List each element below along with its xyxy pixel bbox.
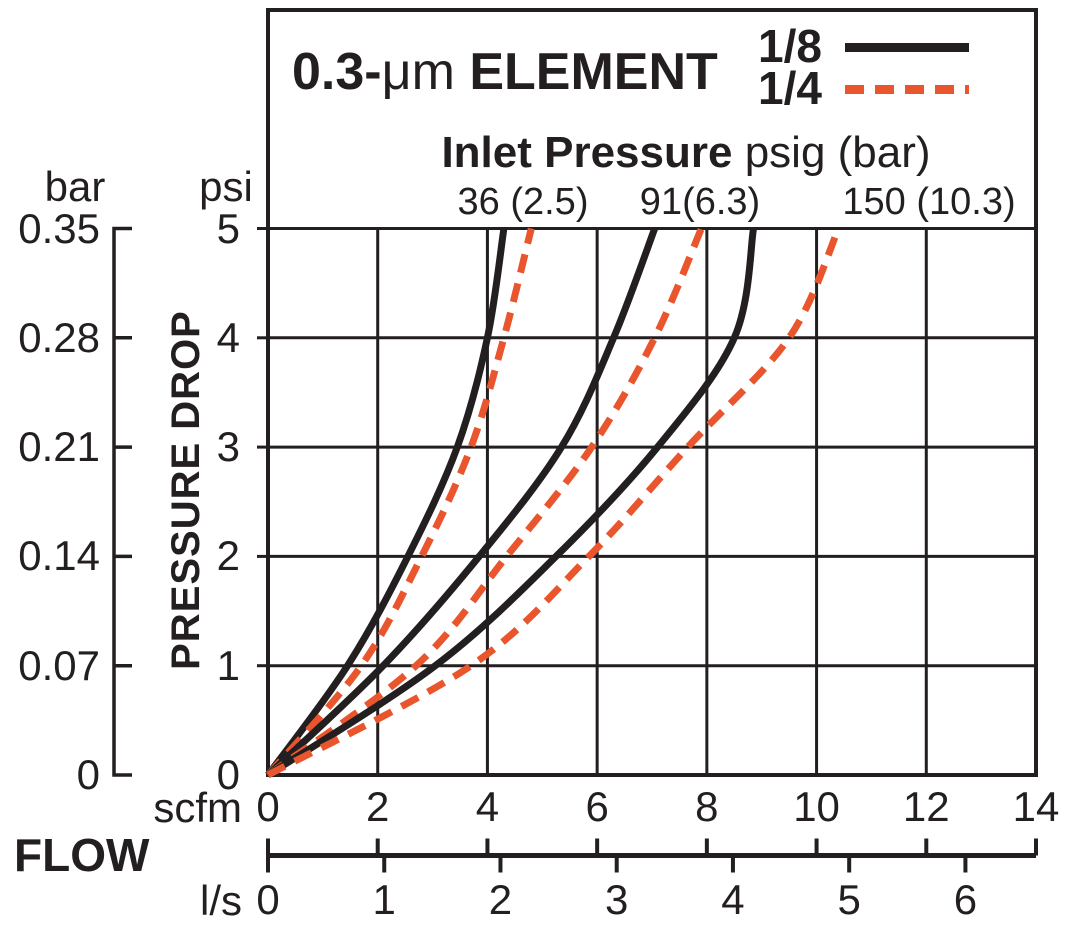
inlet-pressure-header: Inlet Pressure psig (bar)	[386, 128, 986, 178]
legend-label-1-4: 1/4	[758, 62, 822, 114]
bar-scale-bracket	[112, 226, 132, 777]
inlet-pressure-header-units: psig (bar)	[732, 128, 931, 177]
psi-tick-label-5: 5	[216, 204, 240, 252]
bar-tick-label-0.07: 0.07	[18, 641, 100, 689]
psi-tick-label-1: 1	[216, 641, 240, 689]
scfm-tick-label-2: 2	[366, 783, 390, 830]
ls-tick-label-3: 3	[605, 876, 629, 923]
legend-label-1-8: 1/8	[758, 20, 822, 72]
title-element-word: ELEMENT	[454, 43, 718, 101]
bar-tick-label-0.35: 0.35	[18, 204, 100, 252]
scfm-tick-label-4: 4	[475, 783, 500, 830]
inlet-pressure-value-2: 91(6.3)	[639, 181, 761, 223]
bar-axis-unit: bar	[44, 163, 106, 210]
psi-tick-label-3: 3	[216, 423, 240, 471]
title-micron-unit: μm	[381, 43, 455, 101]
scfm-axis-unit: scfm	[153, 784, 242, 831]
inlet-pressure-value-1: 36 (2.5)	[457, 181, 589, 223]
curve-1-4-36psig	[265, 227, 535, 778]
scfm-tick-label-10: 10	[793, 783, 840, 830]
ls-tick-label-1: 1	[372, 876, 396, 923]
bar-tick-label-0.28: 0.28	[18, 313, 100, 361]
legend-dashed-line-swatch	[845, 85, 969, 94]
curve-1-8-150psig	[266, 227, 757, 778]
ls-tick-label-5: 5	[837, 876, 861, 923]
curve-1-4-150psig	[266, 227, 842, 779]
bar-tick-label-0.14: 0.14	[18, 532, 100, 580]
ls-tick-label-0: 0	[256, 876, 280, 923]
title-size-value: 0.3-	[292, 43, 382, 101]
psi-axis-unit: psi	[199, 163, 253, 210]
scfm-tick-label-0: 0	[256, 783, 280, 830]
chart-title: 0.3-μm ELEMENT	[292, 42, 718, 102]
bar-tick-label-0.21: 0.21	[18, 423, 100, 471]
inlet-pressure-header-bold: Inlet Pressure	[441, 128, 733, 177]
psi-tick-label-2: 2	[216, 532, 240, 580]
bar-tick-label-0: 0	[76, 751, 100, 798]
ls-tick-label-2: 2	[488, 876, 513, 923]
ls-tick-label-4: 4	[721, 876, 745, 923]
legend-solid-line-swatch	[845, 43, 969, 52]
ls-axis-unit: l/s	[200, 877, 242, 924]
psi-tick-label-4: 4	[216, 313, 240, 361]
inlet-pressure-value-3: 150 (10.3)	[842, 181, 1016, 223]
curve-1-8-91psig	[265, 227, 658, 778]
curve-1-8-36psig	[265, 227, 508, 778]
chart-frame	[266, 8, 1038, 777]
scfm-tick-label-8: 8	[695, 783, 719, 830]
ls-tick-label-6: 6	[953, 876, 978, 923]
flow-axis-label: FLOW	[14, 829, 150, 881]
scfm-tick-label-14: 14	[1012, 783, 1060, 830]
scfm-tick-label-12: 12	[902, 783, 950, 830]
scfm-tick-label-6: 6	[585, 783, 609, 830]
psi-tick-label-0: 0	[216, 751, 240, 798]
